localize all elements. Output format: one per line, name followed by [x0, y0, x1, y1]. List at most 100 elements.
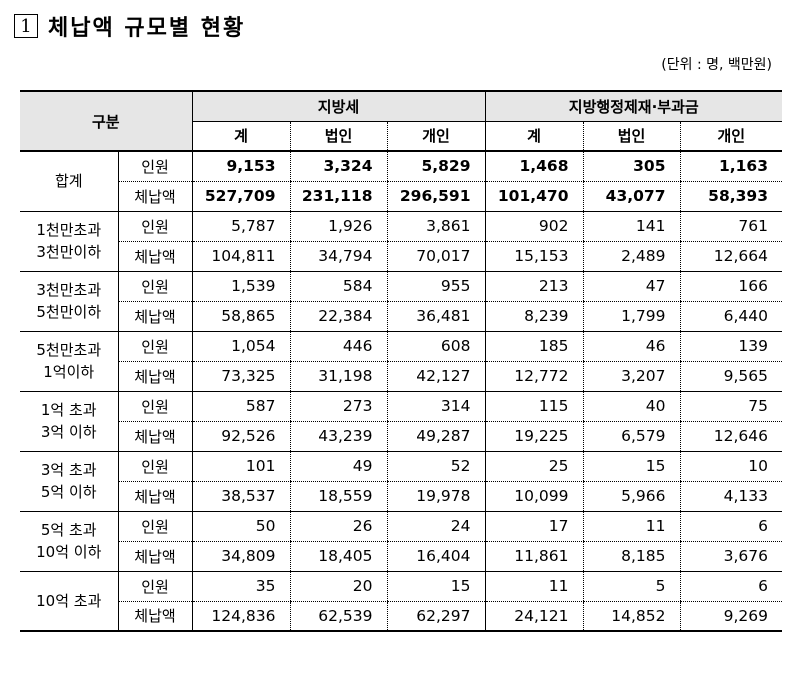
table-cell: 9,153 — [191, 151, 290, 182]
table-cell: 5,966 — [582, 481, 680, 512]
unit-note: (단위 : 명, 백만원) — [661, 57, 772, 73]
table-cell: 38,537 — [191, 481, 290, 512]
table-cell: 10,099 — [484, 481, 583, 512]
table-cell: 955 — [386, 271, 485, 302]
table-cell: 587 — [191, 391, 290, 422]
table-cell: 92,526 — [191, 421, 290, 452]
row-label-count: 인원 — [118, 511, 192, 542]
header-sub-total: 계 — [484, 121, 583, 152]
table-cell: 24 — [386, 511, 485, 542]
row-category-line: 5천만초과 — [36, 341, 102, 359]
row-category-line: 3억 초과 — [40, 461, 97, 479]
section-number: 1 — [14, 14, 38, 38]
row-label-count: 인원 — [118, 331, 192, 362]
table-cell: 2,489 — [582, 241, 680, 272]
table-cell: 3,676 — [679, 541, 782, 572]
table-cell: 42,127 — [386, 361, 485, 392]
table-cell: 305 — [582, 151, 680, 182]
row-category-line: 5천만이하 — [36, 303, 102, 321]
table-cell: 3,324 — [289, 151, 387, 182]
table-cell: 4,133 — [679, 481, 782, 512]
row-label-count: 인원 — [118, 271, 192, 302]
row-label-amount: 체납액 — [118, 301, 192, 332]
table-row-count: 5억 초과 10억 이하 인원 50 26 24 17 11 6 — [20, 511, 782, 572]
table-cell: 1,926 — [289, 211, 387, 242]
row-label-amount: 체납액 — [118, 361, 192, 392]
row-label-amount: 체납액 — [118, 181, 192, 212]
table-cell: 296,591 — [386, 181, 485, 212]
row-label-count: 인원 — [118, 151, 192, 182]
table-cell: 1,799 — [582, 301, 680, 332]
table-cell: 46 — [582, 331, 680, 362]
table-cell: 15,153 — [484, 241, 583, 272]
row-category-line: 합계 — [54, 172, 83, 191]
header-group-admin-sanction: 지방행정제재·부과금 — [484, 90, 782, 122]
table-cell: 43,077 — [582, 181, 680, 212]
table-cell: 16,404 — [386, 541, 485, 572]
table-row-count: 5천만초과 1억이하 인원 1,054 446 608 185 46 139 — [20, 331, 782, 392]
table-cell: 902 — [484, 211, 583, 242]
row-category: 3억 초과 5억 이하 — [20, 451, 119, 512]
table-cell: 36,481 — [386, 301, 485, 332]
table-row-amount: 체납액 58,865 22,384 36,481 8,239 1,799 6,440 — [20, 301, 782, 332]
table-cell: 14,852 — [582, 601, 680, 632]
table-row-count: 10억 초과 인원 35 20 15 11 5 6 — [20, 571, 782, 632]
table-body: 합계 인원 9,153 3,324 5,829 1,468 305 1,163 체납액 527,7… — [20, 151, 782, 632]
table-cell: 12,646 — [679, 421, 782, 452]
row-category: 5억 초과 10억 이하 — [20, 511, 119, 572]
row-label-amount: 체납액 — [118, 601, 192, 632]
table-cell: 75 — [679, 391, 782, 422]
table-cell: 24,121 — [484, 601, 583, 632]
table-cell: 3,207 — [582, 361, 680, 392]
table-row-amount: 체납액 34,809 18,405 16,404 11,861 8,185 3,676 — [20, 541, 782, 572]
table-row-count: 3천만초과 5천만이하 인원 1,539 584 955 213 47 166 — [20, 271, 782, 332]
table-cell: 22,384 — [289, 301, 387, 332]
table-cell: 1,539 — [191, 271, 290, 302]
row-label-count: 인원 — [118, 571, 192, 602]
table-cell: 231,118 — [289, 181, 387, 212]
table-cell: 31,198 — [289, 361, 387, 392]
table-cell: 19,978 — [386, 481, 485, 512]
table-cell: 1,468 — [484, 151, 583, 182]
row-category-line: 5억 초과 — [40, 521, 97, 539]
table-row-count: 3억 초과 5억 이하 인원 101 49 52 25 15 10 — [20, 451, 782, 512]
table-cell: 47 — [582, 271, 680, 302]
row-category: 합계 — [20, 151, 119, 212]
row-category-line: 3천만이하 — [36, 243, 102, 261]
table-cell: 141 — [582, 211, 680, 242]
table-cell: 20 — [289, 571, 387, 602]
table-cell: 35 — [191, 571, 290, 602]
table-cell: 52 — [386, 451, 485, 482]
table-cell: 18,559 — [289, 481, 387, 512]
table-cell: 73,325 — [191, 361, 290, 392]
table-cell: 19,225 — [484, 421, 583, 452]
table-cell: 26 — [289, 511, 387, 542]
table-cell: 15 — [582, 451, 680, 482]
table-cell: 8,185 — [582, 541, 680, 572]
table-cell: 584 — [289, 271, 387, 302]
table-cell: 1,163 — [679, 151, 782, 182]
table-cell: 70,017 — [386, 241, 485, 272]
row-category-line: 3천만초과 — [36, 281, 102, 299]
table-cell: 185 — [484, 331, 583, 362]
table-row-count: 1천만초과 3천만이하 인원 5,787 1,926 3,861 902 141 761 — [20, 211, 782, 272]
table-cell: 527,709 — [191, 181, 290, 212]
row-category-line: 3억 이하 — [40, 423, 97, 441]
row-label-count: 인원 — [118, 211, 192, 242]
table-cell: 11 — [582, 511, 680, 542]
header-sub-corporate: 법인 — [289, 121, 387, 152]
table-cell: 1,054 — [191, 331, 290, 362]
section-title: 1 체납액 규모별 현황 — [14, 10, 245, 42]
table-cell: 49 — [289, 451, 387, 482]
row-category-line: 1억이하 — [43, 363, 95, 381]
table-cell: 11,861 — [484, 541, 583, 572]
table-cell: 761 — [679, 211, 782, 242]
table-row-amount: 체납액 92,526 43,239 49,287 19,225 6,579 12,646 — [20, 421, 782, 452]
table-cell: 115 — [484, 391, 583, 422]
table-cell: 608 — [386, 331, 485, 362]
table-cell: 104,811 — [191, 241, 290, 272]
table-cell: 49,287 — [386, 421, 485, 452]
table-cell: 166 — [679, 271, 782, 302]
header-sub-individual: 개인 — [386, 121, 485, 152]
table-row-count: 합계 인원 9,153 3,324 5,829 1,468 305 1,163 — [20, 151, 782, 212]
